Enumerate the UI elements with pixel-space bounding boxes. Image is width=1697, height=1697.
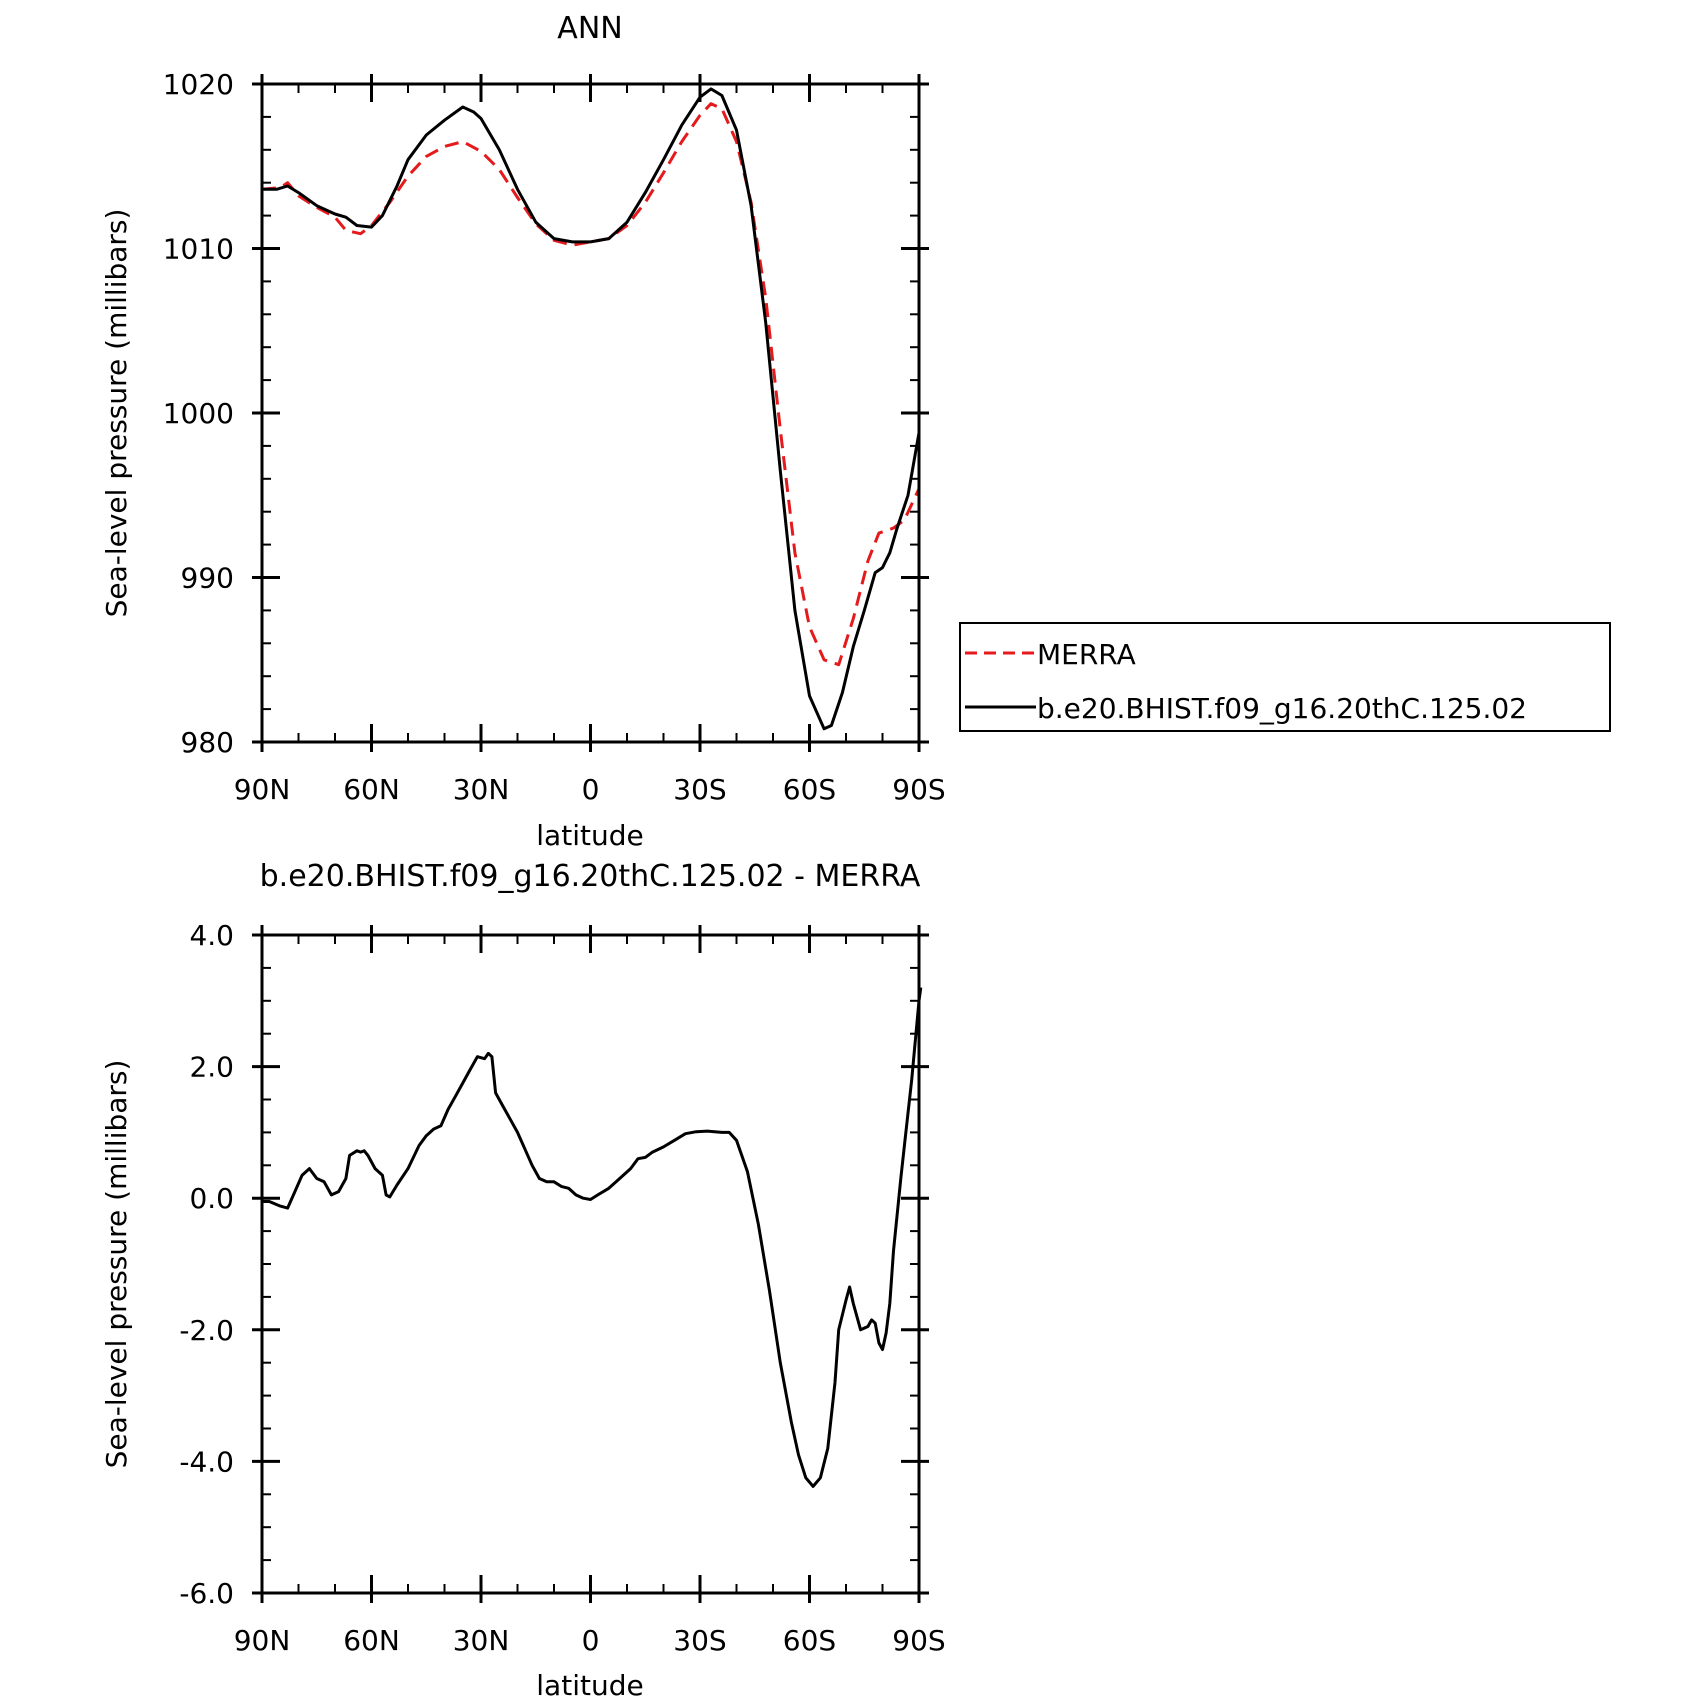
x-tick-label: 90S xyxy=(892,1624,945,1657)
x-tick-label: 60S xyxy=(783,1624,836,1657)
bottom-panel-ticks xyxy=(252,925,929,1603)
y-tick-label: 2.0 xyxy=(189,1051,234,1084)
top-panel-tick-labels: 90N 60N 30N 0 30S 60S 90S 1020 1010 1000 990 980 xyxy=(163,68,946,806)
x-tick-label: 90N xyxy=(234,1624,291,1657)
x-tick-label: 30N xyxy=(453,773,510,806)
legend: MERRA b.e20.BHIST.f09_g16.20thC.125.02 xyxy=(959,622,1611,732)
bottom-panel-title: b.e20.BHIST.f09_g16.20thC.125.02 - MERRA xyxy=(260,859,921,894)
legend-merra-label: MERRA xyxy=(1037,638,1136,671)
x-tick-label: 60S xyxy=(783,773,836,806)
x-tick-label: 30S xyxy=(673,1624,726,1657)
bottom-panel-series xyxy=(262,987,923,1488)
y-tick-label: 1000 xyxy=(163,397,234,430)
y-tick-label: 1010 xyxy=(163,233,234,266)
bottom-panel-frame xyxy=(260,933,921,1595)
top-panel-frame xyxy=(260,82,921,744)
top-panel: ANN 90N 60N 30N 0 30S 60S 90S 1020 1010 1000 990 98… xyxy=(100,11,946,852)
bottom-panel: b.e20.BHIST.f09_g16.20thC.125.02 - MERRA… xyxy=(100,859,946,1697)
difference-series-line xyxy=(262,987,923,1488)
bottom-panel-tick-labels: 90N 60N 30N 0 30S 60S 90S 4.0 2.0 0.0 -2.0 -4.0 -6.0 xyxy=(179,919,945,1657)
x-tick-label: 60N xyxy=(343,773,400,806)
x-tick-label: 90S xyxy=(892,773,945,806)
y-tick-label: -4.0 xyxy=(179,1445,234,1478)
x-tick-label: 30S xyxy=(673,773,726,806)
merra-series-line xyxy=(261,102,921,667)
x-tick-label: 90N xyxy=(234,773,291,806)
bottom-panel-xlabel: latitude xyxy=(536,1669,643,1697)
y-tick-label: 4.0 xyxy=(189,919,234,952)
y-tick-label: 1020 xyxy=(163,68,234,101)
bottom-panel-ylabel: Sea-level pressure (millibars) xyxy=(100,1060,133,1469)
top-panel-title: ANN xyxy=(557,11,622,46)
y-tick-label: 0.0 xyxy=(189,1182,234,1215)
x-tick-label: 30N xyxy=(453,1624,510,1657)
y-tick-label: -6.0 xyxy=(179,1577,234,1610)
top-panel-series xyxy=(261,87,921,731)
x-tick-label: 0 xyxy=(582,773,600,806)
top-panel-xlabel: latitude xyxy=(536,819,643,852)
x-tick-label: 0 xyxy=(582,1624,600,1657)
y-tick-label: 990 xyxy=(181,562,234,595)
y-tick-label: 980 xyxy=(181,726,234,759)
y-tick-label: -2.0 xyxy=(179,1314,234,1347)
top-panel-ticks xyxy=(252,74,929,752)
x-tick-label: 60N xyxy=(343,1624,400,1657)
legend-model-label: b.e20.BHIST.f09_g16.20thC.125.02 xyxy=(1037,692,1527,725)
legend-box xyxy=(959,622,1611,732)
top-panel-ylabel: Sea-level pressure (millibars) xyxy=(100,209,133,618)
model-series-line xyxy=(262,87,921,731)
